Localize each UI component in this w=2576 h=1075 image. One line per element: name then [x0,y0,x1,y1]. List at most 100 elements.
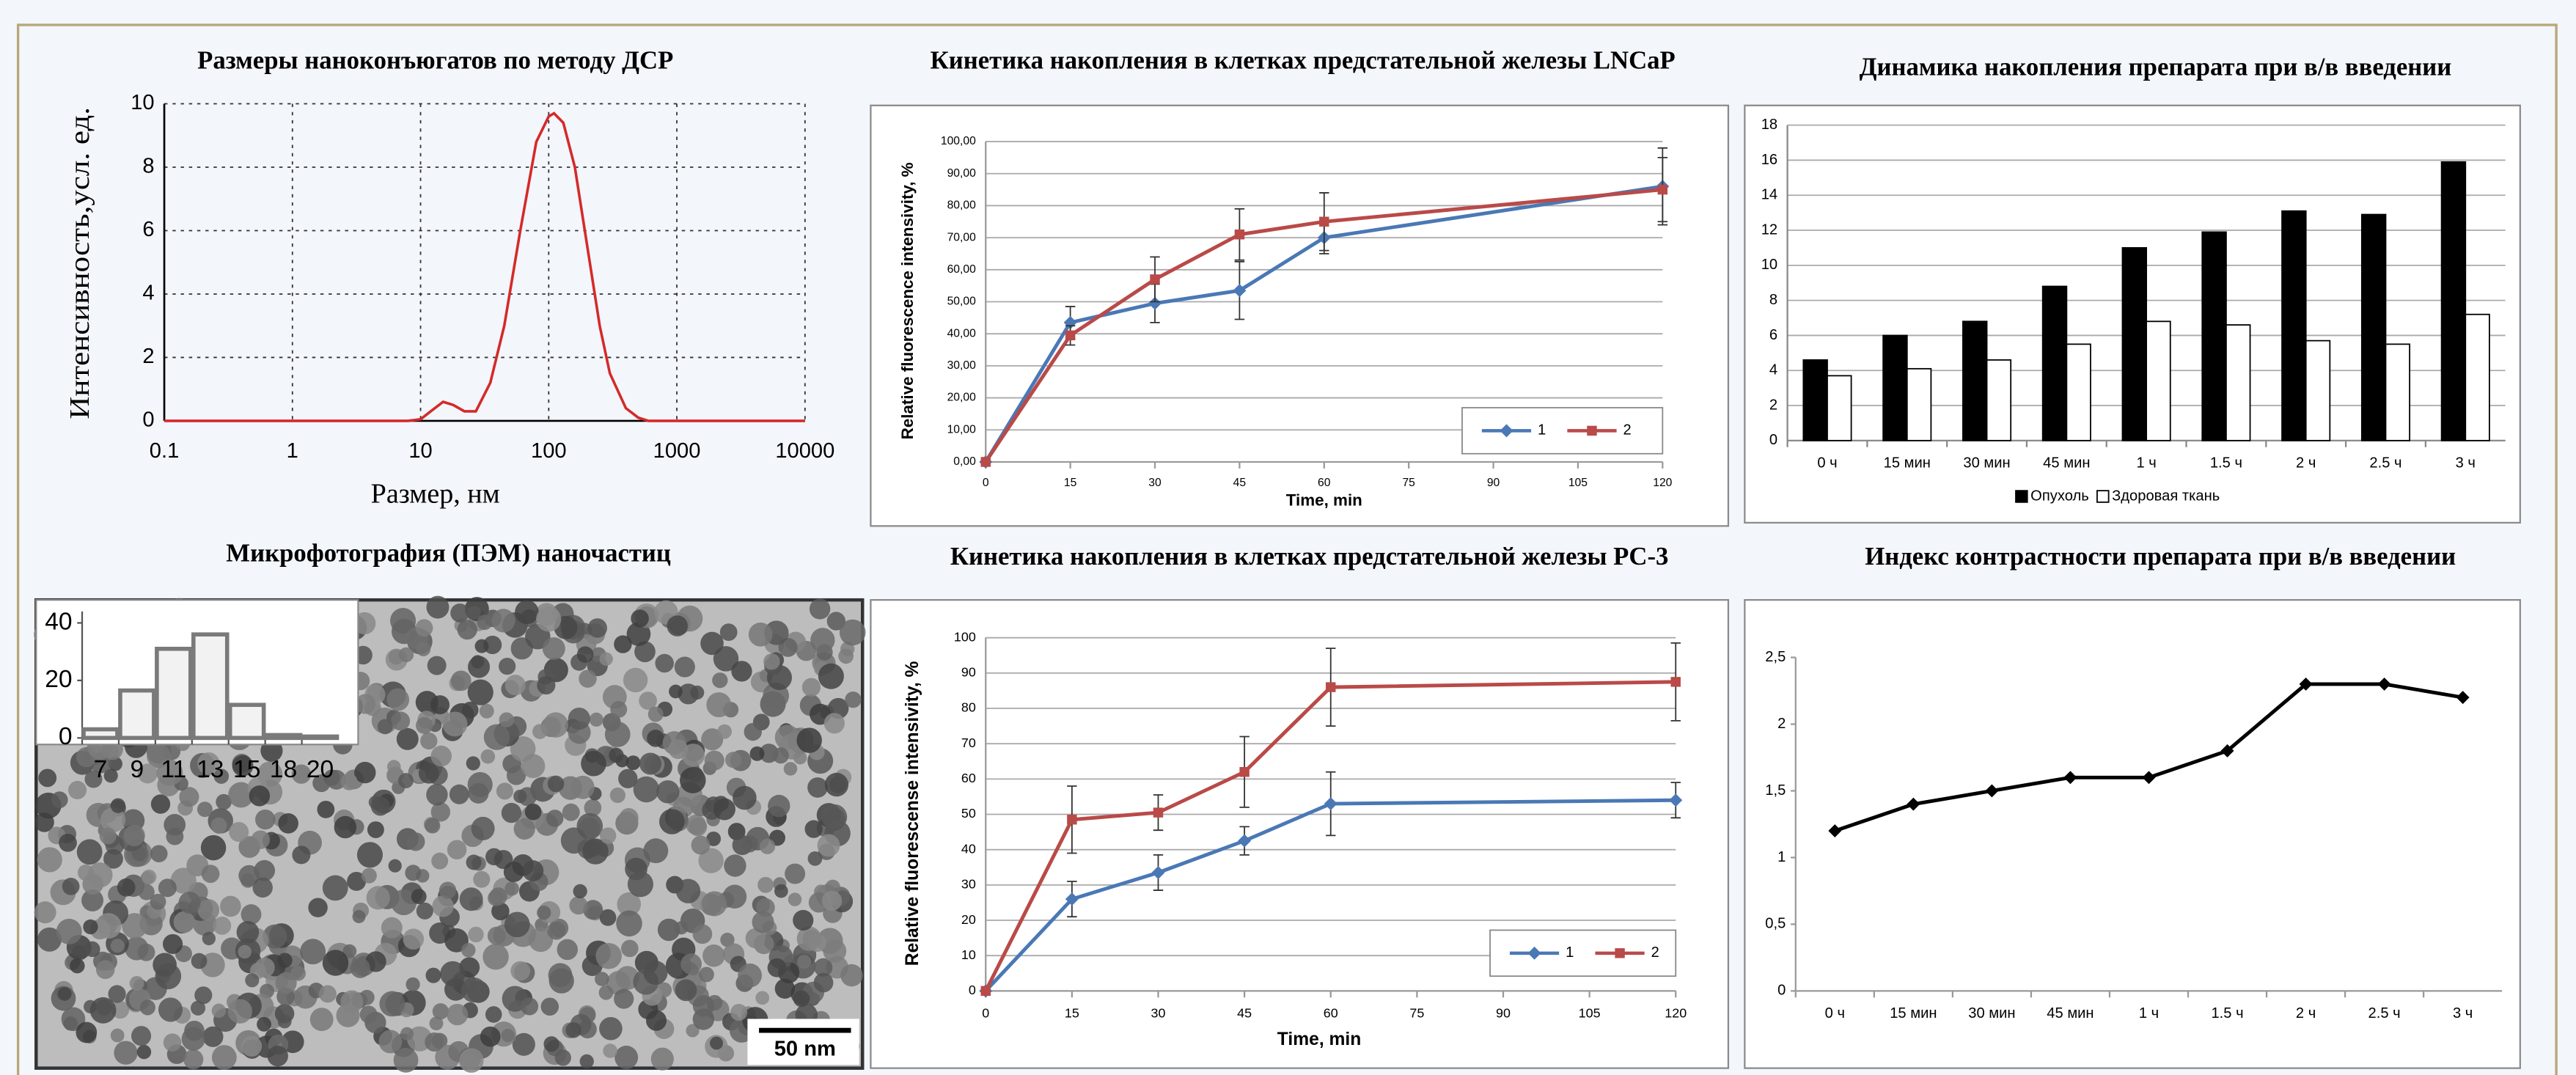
particle [163,934,183,954]
chart-title: Индекс контрастности препарата при в/в в… [1865,542,2456,570]
particle [807,777,828,798]
bar [2226,325,2250,441]
legend-label: Опухоль [2030,488,2089,504]
bar [194,634,227,738]
particle [793,991,810,1008]
particle [700,632,724,656]
particle [810,628,834,652]
particle [406,977,419,991]
scale-label: 50 nm [774,1038,836,1061]
particle [712,672,727,688]
particle [155,964,182,990]
bar [1883,335,1907,440]
x-tick-label: 2 ч [2296,1005,2316,1021]
marker [1153,807,1163,817]
x-tick-label: 100 [531,439,567,463]
particle [447,1004,468,1025]
bar [2282,211,2306,441]
bar [2043,287,2067,441]
particle [182,1027,205,1051]
particle [562,804,580,821]
y-tick-label: 100 [954,629,976,644]
x-tick-label: 0 ч [1825,1005,1845,1021]
particle [543,637,565,660]
particle [565,1022,581,1038]
particle [504,862,524,882]
particle [659,809,685,834]
bar [120,691,154,738]
particle [515,600,539,624]
particle [473,871,490,888]
particle [603,1043,617,1058]
x-tick-label: 90 [1496,1005,1511,1020]
particle [699,967,714,983]
particle [690,686,704,700]
particle [387,760,401,774]
particle [210,818,227,834]
legend-label: Здоровая ткань [2112,488,2220,504]
bar [1803,360,1827,441]
particle [639,752,661,774]
x-tick-label: 60 [1324,1005,1338,1020]
particle [725,752,741,768]
x-tick-label: 90 [1487,477,1500,489]
y-tick-label: 70 [961,735,976,750]
x-tick-label: 15 [1065,1005,1079,1020]
legend-label: 1 [1538,422,1546,439]
particle [717,724,732,739]
particle [631,609,649,628]
particle [202,932,216,945]
chart-title: Кинетика накопления в клетках предстател… [931,45,1676,74]
particle [310,1008,334,1031]
particle [197,801,213,817]
particle [425,968,441,983]
chart-title: Кинетика накопления в клетках предстател… [950,542,1669,570]
particle [51,791,68,808]
particle [693,995,715,1017]
particle [164,1033,182,1052]
particle [371,796,390,815]
x-tick-label: 120 [1653,477,1672,489]
particle [191,953,208,969]
x-tick-label: 10 [408,439,432,463]
x-axis-label: Размер, нм [371,479,500,510]
particle [425,818,440,833]
x-tick-label: 1.5 ч [2210,455,2242,472]
particle [667,615,688,636]
x-tick-label: 30 мин [1968,1005,2015,1021]
particle [398,773,414,788]
particle [605,722,631,747]
y-tick-label: 0 [59,723,73,750]
particle [713,799,735,821]
particle [367,821,384,838]
particle [241,1036,262,1057]
particle [595,972,609,986]
particle [114,1041,137,1065]
particle [676,878,700,903]
y-tick-label: 40 [45,608,72,635]
particle [481,749,496,764]
particle [614,989,634,1009]
particle [341,774,358,790]
x-tick-label: 15 [233,756,260,783]
particle [451,670,471,691]
particle [840,620,866,646]
particle [212,1045,237,1070]
particle [96,913,122,939]
particle [360,1005,378,1023]
particle [502,803,521,823]
particle [62,878,80,895]
particle [614,635,631,653]
y-tick-label: 0,5 [1765,916,1786,932]
particle [357,842,383,867]
particle [137,944,155,961]
particle [590,713,603,727]
particle [440,961,465,986]
particle [278,813,298,834]
particle [59,834,77,852]
particle [151,794,170,813]
legend-swatch [2016,491,2028,502]
x-tick-label: 13 [197,756,224,783]
particle [197,899,219,921]
x-tick-label: 60 [1318,477,1331,489]
